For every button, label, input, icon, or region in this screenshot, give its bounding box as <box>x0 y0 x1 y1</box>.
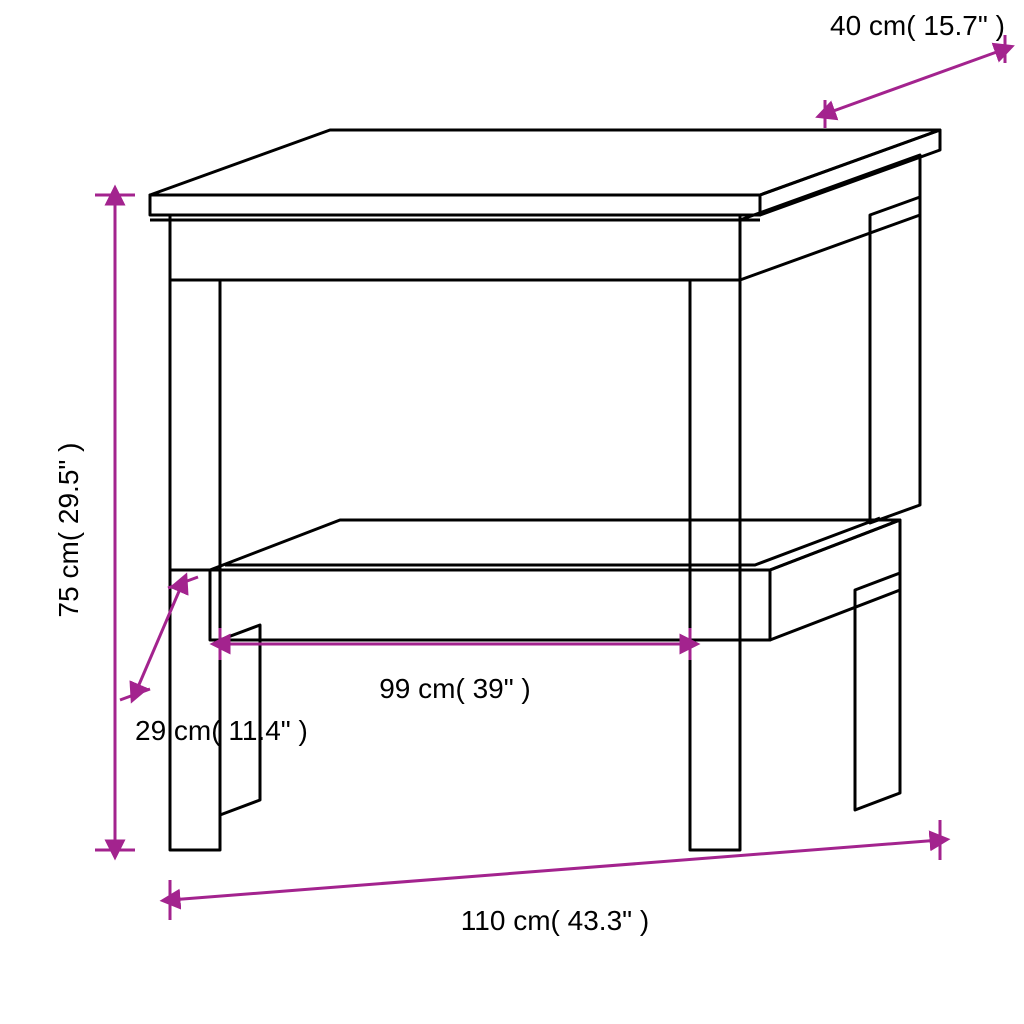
dim-depth-label: 40 cm( 15.7" ) <box>830 10 1005 41</box>
dimension-lines: 40 cm( 15.7" ) 75 cm( 29.5" ) 99 cm( 39"… <box>53 10 1005 936</box>
dim-width-label: 110 cm( 43.3" ) <box>461 905 649 936</box>
dim-shelf-width-label: 99 cm( 39" ) <box>379 673 531 704</box>
dim-height: 75 cm( 29.5" ) <box>53 195 135 850</box>
dim-width: 110 cm( 43.3" ) <box>170 820 940 936</box>
product-dimension-diagram: 40 cm( 15.7" ) 75 cm( 29.5" ) 99 cm( 39"… <box>0 0 1024 1024</box>
dim-depth: 40 cm( 15.7" ) <box>825 10 1005 128</box>
dim-shelf-depth: 29 cm( 11.4" ) <box>120 577 308 746</box>
dim-shelf-depth-label: 29 cm( 11.4" ) <box>135 715 308 746</box>
dim-height-label: 75 cm( 29.5" ) <box>53 443 84 618</box>
